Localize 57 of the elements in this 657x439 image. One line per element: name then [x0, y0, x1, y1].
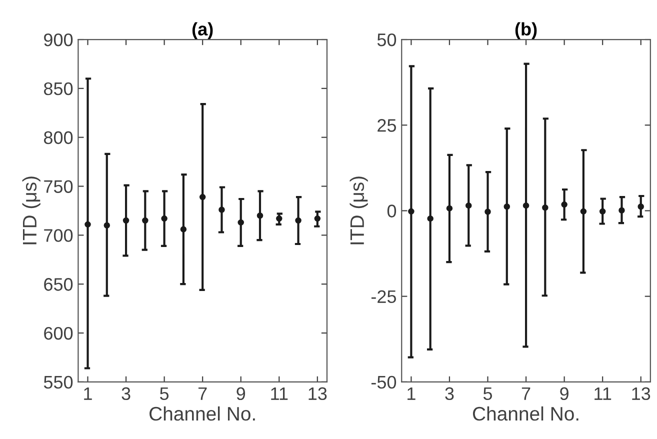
point	[465, 202, 472, 209]
point	[638, 203, 644, 210]
point	[142, 217, 148, 224]
y-tick-label: 550	[44, 376, 73, 389]
x-tick-label: 7	[522, 387, 530, 400]
y-tick-label: 700	[44, 229, 73, 242]
x-tick-label: 11	[594, 387, 612, 400]
point	[256, 212, 264, 219]
chart-title: (a)	[192, 22, 213, 40]
point	[238, 219, 244, 226]
x-tick-label: 13	[308, 387, 327, 400]
x-tick-label: 3	[122, 387, 130, 400]
y-tick-label: 650	[44, 278, 73, 291]
y-tick-label: 50	[377, 33, 396, 46]
x-tick-label: 3	[445, 387, 454, 400]
x-tick-label: 1	[408, 387, 416, 400]
y-tick-label: 25	[378, 119, 396, 132]
point	[218, 206, 225, 213]
point	[161, 215, 168, 222]
x-axis-title: Channel No.	[472, 406, 578, 421]
y-tick-label: -25	[371, 290, 396, 304]
y-tick-label: 850	[44, 82, 73, 96]
y-axis-title: ITD (μs)	[350, 176, 368, 244]
y-tick-label: 0	[387, 204, 396, 218]
point	[408, 208, 414, 215]
x-tick-label: 5	[160, 387, 169, 400]
point	[484, 208, 491, 215]
point	[180, 226, 187, 232]
point	[122, 217, 130, 224]
point	[504, 203, 510, 210]
x-tick-label: 5	[483, 387, 492, 400]
point	[446, 205, 453, 212]
x-tick-label: 9	[236, 387, 246, 400]
point	[84, 221, 91, 228]
point	[561, 201, 568, 208]
point	[522, 202, 530, 209]
x-tick-label: 7	[198, 387, 207, 400]
x-axis-title: Channel No.	[150, 406, 255, 421]
x-tick-label: 11	[271, 387, 288, 400]
point	[295, 217, 302, 224]
point	[542, 204, 548, 211]
y-tick-label: 600	[44, 326, 73, 340]
y-axis-title: ITD (μs)	[22, 176, 40, 244]
point	[580, 208, 587, 215]
point	[104, 222, 110, 229]
x-tick-label: 9	[560, 387, 568, 400]
point	[618, 207, 625, 214]
x-tick-label: 1	[84, 387, 92, 400]
y-tick-label: 750	[44, 180, 73, 193]
y-tick-label: 900	[44, 33, 73, 46]
point	[427, 215, 434, 222]
point	[599, 208, 606, 215]
x-tick-label: 13	[632, 387, 650, 400]
y-tick-label: -50	[371, 376, 396, 389]
point	[199, 194, 206, 200]
chart-title: (b)	[515, 22, 537, 40]
y-tick-label: 800	[44, 131, 73, 144]
